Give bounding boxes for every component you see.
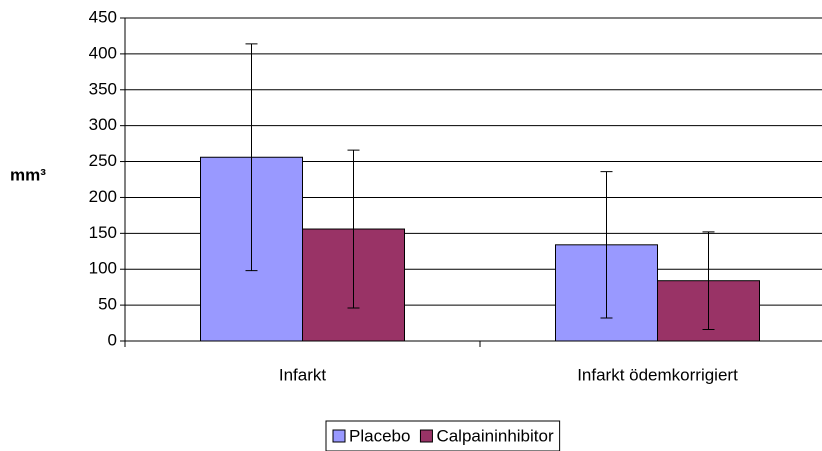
y-tick-label: 350 xyxy=(89,79,117,98)
y-tick-label: 450 xyxy=(89,7,117,26)
x-tick-label: Infarkt ödemkorrigiert xyxy=(577,365,738,384)
y-tick-label: 250 xyxy=(89,151,117,170)
error-bar xyxy=(600,171,613,319)
y-tick-label: 400 xyxy=(89,43,117,62)
legend-swatch xyxy=(419,429,433,443)
y-axis-label: mm³ xyxy=(10,165,46,184)
error-bar xyxy=(347,149,360,309)
legend-label: Placebo xyxy=(349,426,410,445)
y-tick-label: 300 xyxy=(89,115,117,134)
y-tick-label: 100 xyxy=(89,259,117,278)
legend-label: Calpaininhibitor xyxy=(436,426,554,445)
y-tick-label: 150 xyxy=(89,223,117,242)
x-tick-label: Infarkt xyxy=(279,365,327,384)
y-tick-label: 0 xyxy=(108,330,117,349)
legend-box xyxy=(325,420,561,451)
error-bar xyxy=(702,231,715,331)
y-tick-label: 200 xyxy=(89,187,117,206)
legend-swatch xyxy=(332,429,346,443)
error-bar xyxy=(245,43,258,272)
y-tick-label: 50 xyxy=(98,295,117,314)
